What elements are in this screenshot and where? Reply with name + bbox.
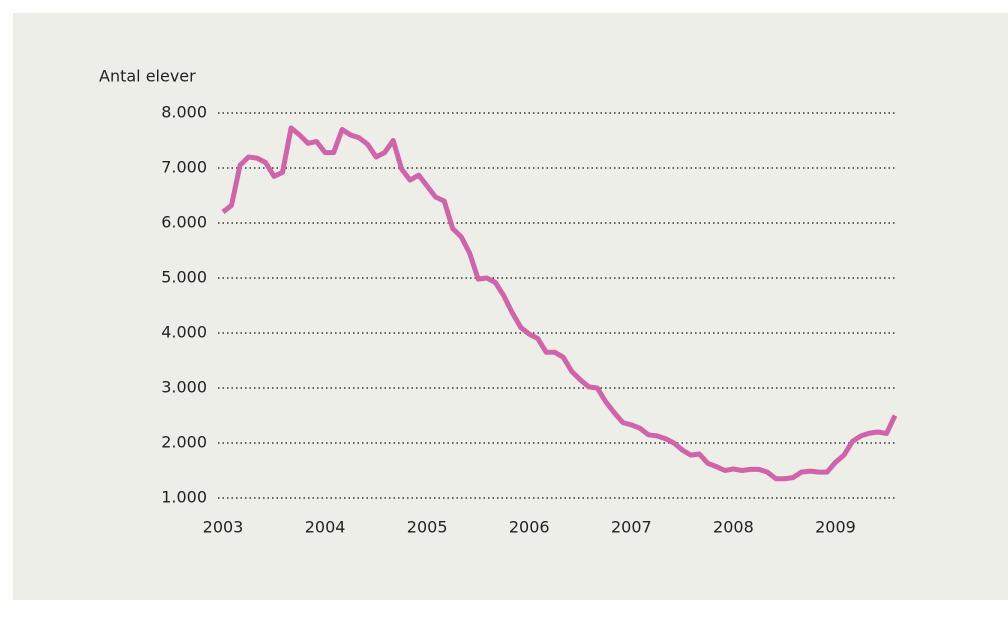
line: [221, 125, 898, 482]
x-tick-label: 2003: [203, 518, 244, 537]
y-tick-label: 2.000: [161, 433, 207, 452]
y-axis-label: Antal elever: [99, 67, 196, 86]
y-tick-label: 1.000: [161, 488, 207, 507]
y-tick-label: 3.000: [161, 378, 207, 397]
y-tick-label: 4.000: [161, 323, 207, 342]
x-tick-label: 2008: [713, 518, 754, 537]
y-tick-label: 5.000: [161, 268, 207, 287]
x-tick-label: 2009: [815, 518, 856, 537]
y-tick-label: 7.000: [161, 158, 207, 177]
x-tick-label: 2004: [305, 518, 346, 537]
x-tick-label: 2007: [611, 518, 652, 537]
x-tick-label: 2006: [509, 518, 550, 537]
y-tick-label: 6.000: [161, 213, 207, 232]
x-tick-label: 2005: [407, 518, 448, 537]
y-tick-label: 8.000: [161, 103, 207, 122]
